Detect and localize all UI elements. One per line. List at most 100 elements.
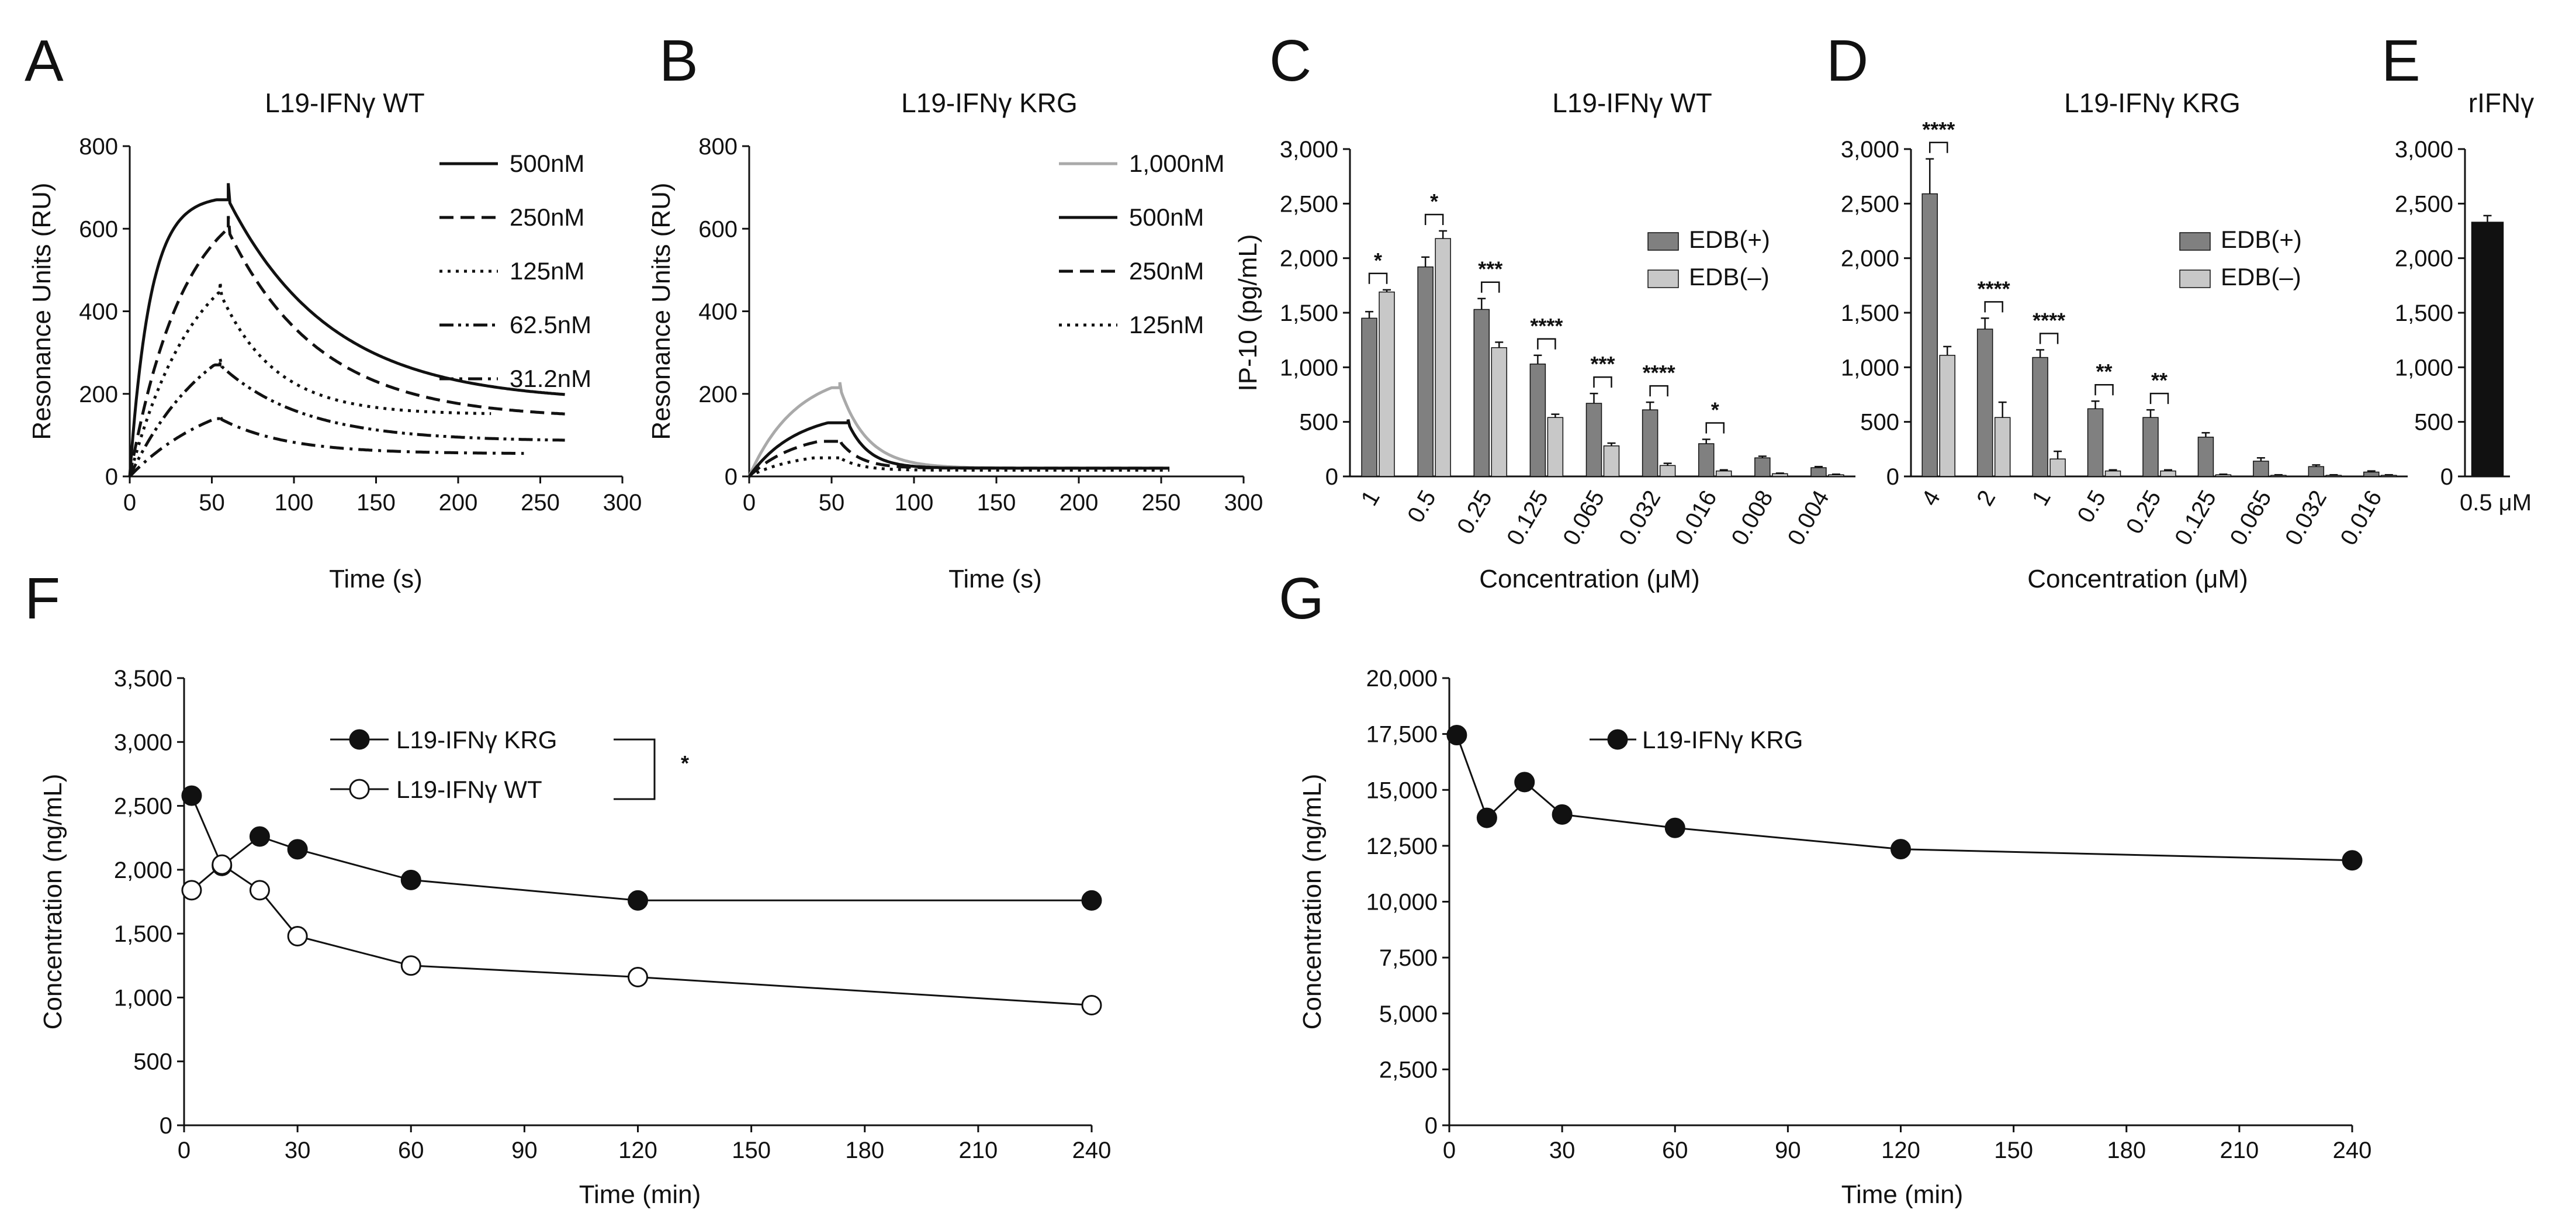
x-tick-label-A: 50 [199, 490, 225, 516]
x-tick-label-D: 0.016 [2335, 486, 2387, 550]
bar-D-0 [2363, 471, 2380, 477]
y-tick-label-E: 3,000 [2395, 137, 2453, 163]
x-tick-label-G: 0 [1443, 1138, 1456, 1163]
y-tick-label-F: 1,000 [114, 985, 172, 1011]
data-point-G-0 [1446, 725, 1467, 746]
y-tick-label-C: 3,000 [1280, 137, 1338, 163]
panel-label-D: D [1826, 28, 1868, 94]
significance-bracket-C [1424, 213, 1444, 225]
x-tick-label-D: 0.065 [2225, 486, 2277, 550]
legend-swatch-D [2179, 269, 2211, 288]
data-point-G-0 [1552, 804, 1573, 825]
bar-D-0 [2087, 408, 2104, 477]
x-tick-label-D: 0.125 [2170, 486, 2221, 550]
x-tick-label-C: 0.065 [1558, 486, 1609, 550]
legend-label-C: EDB(–) [1689, 263, 1770, 291]
y-tick-label-F: 0 [160, 1113, 172, 1139]
panel-label-E: E [2381, 28, 2421, 94]
legend-swatch-D [2179, 232, 2211, 251]
x-tick-label-B: 250 [1142, 490, 1181, 516]
x-tick-label-A: 100 [275, 490, 314, 516]
y-tick-label-G: 7,500 [1379, 945, 1438, 971]
bar-D-0 [1976, 329, 1993, 477]
x-tick-label-C: 0.004 [1783, 486, 1834, 550]
x-tick-label-F: 60 [398, 1138, 424, 1163]
data-point-F-1 [212, 854, 233, 875]
y-tick-label-D: 1,500 [1841, 300, 1899, 326]
data-point-G-0 [1891, 839, 1911, 860]
y-tick-label-G: 20,000 [1366, 666, 1438, 692]
y-tick-label-B: 0 [725, 464, 738, 490]
legend-label-A: 31.2nM [510, 365, 591, 392]
significance-mark-D: ** [2096, 360, 2113, 383]
legend-label-A: 125nM [510, 257, 584, 285]
x-tick-label-G: 120 [1881, 1138, 1920, 1163]
x-tick-label-F: 0 [178, 1138, 191, 1163]
x-axis-label-G: Time (min) [1841, 1180, 1964, 1209]
x-tick-label-G: 210 [2220, 1138, 2259, 1163]
data-point-F-1 [1081, 995, 1102, 1016]
legend-swatch-C [1647, 269, 1679, 288]
x-tick-label-B: 50 [819, 490, 845, 516]
bar-C-0 [1473, 309, 1490, 477]
y-tick-label-A: 200 [79, 382, 118, 407]
y-tick-label-G: 12,500 [1366, 834, 1438, 859]
x-tick-label-C: 0.5 [1403, 486, 1441, 527]
data-point-F-1 [628, 966, 648, 987]
panel-title-D: L19-IFNγ KRG [2064, 88, 2241, 118]
x-tick-label-B: 300 [1224, 490, 1263, 516]
bar-C-0 [1810, 467, 1827, 477]
bar-C-1 [1659, 465, 1676, 477]
y-tick-label-G: 10,000 [1366, 890, 1438, 915]
x-tick-label-C: 0.008 [1726, 486, 1778, 550]
x-tick-label-B: 100 [895, 490, 934, 516]
data-point-F-0 [1081, 890, 1102, 911]
y-tick-label-A: 400 [79, 299, 118, 325]
significance-mark-C: * [1711, 398, 1719, 422]
legend-label-A: 62.5nM [510, 311, 591, 338]
bar-E-0 [2471, 222, 2504, 477]
x-tick-label-D: 1 [2027, 486, 2056, 510]
y-axis-label-A: Resonance Units (RU) [27, 182, 56, 440]
significance-mark-F: * [681, 751, 689, 775]
data-point-F-1 [400, 955, 421, 976]
legend-label-B: 1,000nM [1129, 150, 1224, 177]
x-tick-label-F: 150 [732, 1138, 771, 1163]
x-tick-label-A: 300 [603, 490, 642, 516]
significance-mark-D: **** [1978, 276, 2010, 300]
x-tick-label-F: 210 [959, 1138, 998, 1163]
bar-D-1 [1994, 417, 2011, 477]
data-point-F-0 [287, 839, 308, 860]
y-axis-label-G: Concentration (ng/mL) [1298, 774, 1327, 1030]
significance-bracket-D [1928, 141, 1948, 153]
legend-swatch-C [1647, 232, 1679, 251]
bar-C-0 [1698, 443, 1715, 477]
y-tick-label-E: 1,000 [2395, 355, 2453, 381]
legend-marker-F [349, 729, 370, 750]
significance-bracket-C [1537, 338, 1556, 350]
x-tick-label-D: 0.032 [2280, 486, 2332, 550]
y-tick-label-D: 0 [1886, 464, 1899, 490]
data-point-F-0 [628, 890, 648, 911]
x-tick-label-G: 30 [1549, 1138, 1576, 1163]
x-tick-label-G: 240 [2333, 1138, 2372, 1163]
y-tick-label-G: 2,500 [1379, 1057, 1438, 1083]
panel-label-G: G [1279, 566, 1324, 631]
y-tick-label-A: 600 [79, 216, 118, 242]
x-tick-label-C: 1 [1356, 486, 1385, 510]
panel-label-F: F [25, 566, 60, 631]
panel-label-B: B [659, 28, 698, 94]
y-tick-label-F: 2,500 [114, 794, 172, 820]
x-tick-label-B: 200 [1060, 490, 1099, 516]
data-point-G-0 [1664, 817, 1685, 838]
data-point-F-1 [249, 880, 270, 901]
y-tick-label-G: 15,000 [1366, 777, 1438, 803]
y-tick-label-B: 200 [698, 382, 738, 407]
y-tick-label-G: 5,000 [1379, 1001, 1438, 1027]
significance-mark-C: **** [1643, 361, 1675, 385]
x-tick-label-C: 0.125 [1502, 486, 1553, 550]
data-point-F-0 [249, 826, 270, 847]
panel-title-B: L19-IFNγ KRG [901, 88, 1078, 118]
bar-D-1 [1939, 355, 1955, 477]
